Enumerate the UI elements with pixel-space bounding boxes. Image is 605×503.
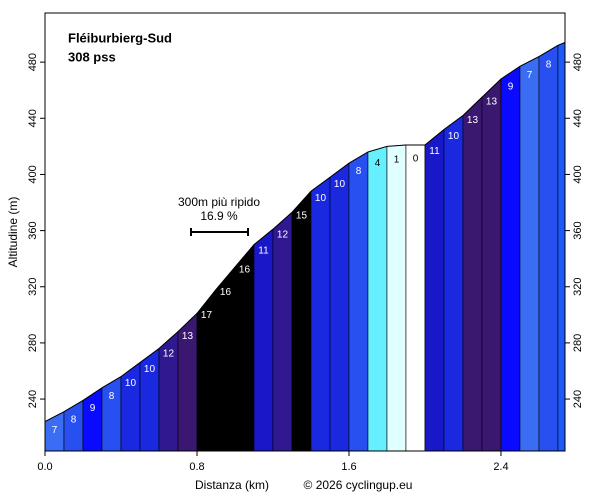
gradient-label: 10 xyxy=(315,193,327,204)
segment xyxy=(63,399,84,452)
segment xyxy=(538,44,559,452)
x-tick-label: 2.4 xyxy=(493,461,508,473)
segment xyxy=(253,228,274,452)
chart-subtitle: 308 pss xyxy=(68,49,116,64)
segment xyxy=(367,145,388,452)
y-tick-label: 240 xyxy=(27,390,39,408)
segment xyxy=(386,144,407,452)
gradient-label: 10 xyxy=(448,131,460,142)
annotation-value: 16.9 % xyxy=(200,209,238,223)
segment xyxy=(329,162,350,452)
gradient-label: 10 xyxy=(144,364,156,375)
y-tick-label-right: 360 xyxy=(572,221,584,239)
segment xyxy=(443,114,464,452)
segment xyxy=(101,376,122,452)
segment xyxy=(519,56,540,452)
gradient-label: 16 xyxy=(239,265,251,276)
segment xyxy=(481,78,502,452)
plot-frame xyxy=(44,12,566,452)
credit: © 2026 cyclingup.eu xyxy=(304,478,413,492)
x-tick-label: 0.0 xyxy=(37,461,52,473)
y-tick-label-right: 320 xyxy=(572,278,584,296)
segment xyxy=(557,42,566,452)
gradient-label: 9 xyxy=(508,81,514,92)
segment xyxy=(310,176,331,452)
gradient-label: 0 xyxy=(413,154,419,165)
gradient-label: 12 xyxy=(163,349,175,360)
gradient-label: 4 xyxy=(375,158,381,169)
x-tick-label: 1.6 xyxy=(341,461,356,473)
segment xyxy=(500,65,521,452)
x-tick-label: 0.8 xyxy=(189,461,204,473)
gradient-label: 8 xyxy=(71,415,77,426)
segment xyxy=(234,243,255,452)
gradient-label: 16 xyxy=(220,287,232,298)
gradient-label: 7 xyxy=(527,70,533,81)
gradient-label: 12 xyxy=(277,229,289,240)
y-tick-label: 440 xyxy=(27,109,39,127)
gradient-label: 8 xyxy=(546,60,552,71)
annotation: 300m più ripido xyxy=(178,195,260,209)
y-tick-label: 400 xyxy=(27,165,39,183)
gradient-label: 7 xyxy=(52,425,58,436)
segment xyxy=(272,211,293,452)
segment xyxy=(405,144,426,452)
gradient-label: 10 xyxy=(125,378,137,389)
gradient-label: 11 xyxy=(258,246,269,257)
gradient-label: 10 xyxy=(334,179,346,190)
y-tick-label-right: 480 xyxy=(572,53,584,71)
y-tick-label-right: 400 xyxy=(572,165,584,183)
segment xyxy=(348,151,369,452)
segment xyxy=(424,128,445,452)
gradient-label: 17 xyxy=(201,310,213,321)
gradient-label: 13 xyxy=(182,331,194,342)
gradient-label: 8 xyxy=(356,166,362,177)
y-axis-label: Altitudine (m) xyxy=(6,197,20,268)
y-tick-label-right: 240 xyxy=(572,390,584,408)
y-tick-label-right: 440 xyxy=(572,109,584,127)
segment xyxy=(291,190,312,452)
y-tick-label: 280 xyxy=(27,334,39,352)
gradient-label: 13 xyxy=(467,115,479,126)
gradient-label: 11 xyxy=(429,146,440,157)
segment xyxy=(120,361,141,452)
gradient-label: 9 xyxy=(90,403,96,414)
profile-line xyxy=(44,42,566,422)
y-tick-label: 360 xyxy=(27,221,39,239)
y-tick-label: 320 xyxy=(27,278,39,296)
gradient-label: 1 xyxy=(394,154,400,165)
segment xyxy=(462,96,483,452)
segment xyxy=(82,387,103,452)
gradient-label: 13 xyxy=(486,97,498,108)
gradient-label: 8 xyxy=(109,391,115,402)
gradient-label: 15 xyxy=(296,210,308,221)
y-tick-label: 480 xyxy=(27,53,39,71)
x-axis-label: Distanza (km) xyxy=(195,478,269,492)
y-tick-label-right: 280 xyxy=(572,334,584,352)
chart-title: Fléiburbierg-Sud xyxy=(68,30,172,45)
